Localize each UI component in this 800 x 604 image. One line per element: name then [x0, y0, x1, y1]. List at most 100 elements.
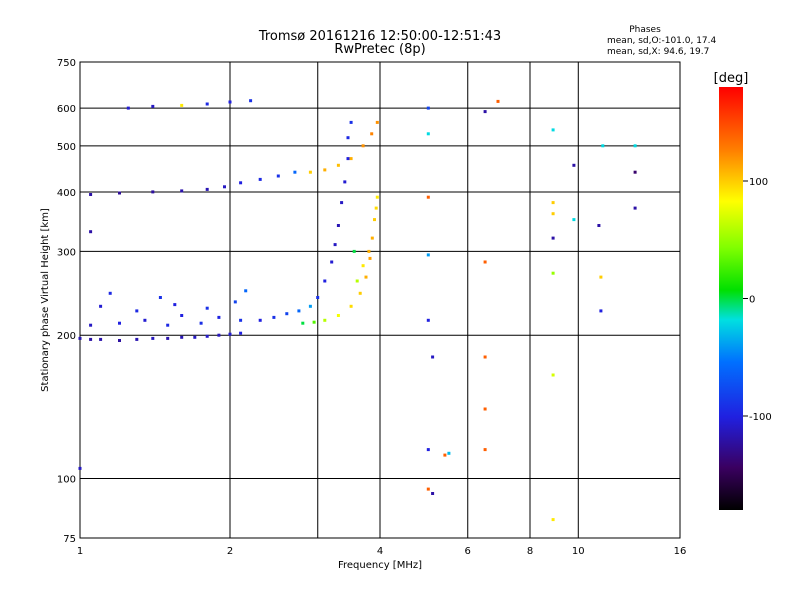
data-point: [364, 275, 368, 279]
data-point: [99, 337, 103, 341]
data-point: [118, 191, 121, 195]
data-point: [205, 102, 209, 106]
data-point: [78, 336, 82, 340]
data-point: [118, 321, 121, 325]
data-point: [173, 303, 177, 307]
chart-subtitle: RwPretec (8p): [334, 42, 425, 57]
y-tick-label: 500: [57, 142, 76, 153]
y-axis-label: Stationary phase Virtual Height [km]: [40, 208, 51, 392]
data-point: [370, 132, 374, 136]
data-point: [151, 336, 155, 340]
y-tick-label: 600: [57, 104, 76, 115]
data-point: [316, 296, 320, 299]
data-point: [89, 337, 93, 341]
data-point: [89, 230, 93, 234]
y-tick-label: 300: [57, 247, 76, 258]
data-point: [426, 253, 430, 257]
chart-title: Tromsø 20161216 12:50:00-12:51:43: [258, 29, 501, 44]
data-point: [572, 163, 576, 167]
data-point: [239, 331, 243, 335]
data-point: [293, 170, 297, 174]
data-point: [233, 300, 237, 304]
data-point: [375, 120, 379, 124]
data-point: [223, 185, 226, 189]
phase-stats-x: mean, sd,X: 94.6, 19.7: [607, 47, 709, 57]
x-tick-label: 1: [77, 546, 83, 557]
data-point: [340, 201, 344, 205]
data-point: [217, 333, 221, 337]
data-point: [483, 110, 487, 114]
data-point: [193, 335, 197, 339]
data-points: [78, 99, 637, 522]
colorbar-ticks: 100 0 -100: [743, 177, 772, 423]
data-point: [180, 314, 184, 317]
colorbar-tick-label: 0: [749, 295, 755, 306]
data-point: [431, 355, 435, 359]
data-point: [244, 289, 248, 293]
data-point: [217, 315, 221, 319]
data-point: [336, 224, 340, 227]
y-tick-label: 750: [57, 58, 76, 69]
data-point: [599, 309, 603, 313]
x-tick-label: 6: [465, 546, 471, 557]
y-tick-label: 200: [57, 331, 76, 342]
data-point: [358, 291, 362, 295]
x-tick-label: 8: [527, 546, 533, 557]
data-point: [551, 518, 555, 522]
data-point: [633, 206, 637, 210]
data-point: [447, 451, 451, 455]
data-point: [143, 318, 147, 322]
data-point: [118, 339, 121, 342]
data-point: [323, 318, 327, 322]
data-point: [249, 99, 253, 103]
x-axis-ticks: 1 2 4 6 8 10 16: [77, 546, 687, 557]
data-point: [180, 335, 184, 339]
data-point: [551, 373, 555, 377]
x-tick-label: 10: [572, 546, 585, 557]
data-point: [355, 279, 359, 283]
y-axis-ticks: 75 100 200 300 400 500 600 750: [57, 58, 76, 545]
data-point: [312, 320, 316, 324]
data-point: [346, 136, 350, 140]
data-point: [135, 309, 139, 313]
data-point: [426, 487, 430, 491]
colorbar: [719, 87, 743, 510]
data-point: [483, 355, 487, 359]
data-point: [330, 260, 334, 264]
data-point: [308, 170, 312, 174]
data-point: [551, 271, 555, 275]
data-point: [285, 312, 289, 316]
data-point: [323, 168, 327, 172]
data-point: [349, 304, 353, 308]
data-point: [323, 279, 327, 283]
data-point: [431, 492, 435, 495]
data-point: [199, 321, 203, 325]
data-point: [180, 189, 184, 193]
data-point: [158, 296, 162, 299]
data-point: [78, 466, 82, 470]
data-point: [135, 337, 139, 341]
data-point: [239, 181, 243, 185]
data-point: [375, 195, 379, 199]
x-tick-label: 16: [674, 546, 687, 557]
data-point: [151, 104, 155, 108]
data-point: [483, 407, 487, 411]
phase-stats-title: Phases: [629, 25, 661, 35]
data-point: [258, 318, 262, 322]
data-point: [361, 144, 365, 148]
data-point: [374, 206, 378, 210]
data-point: [239, 318, 243, 322]
y-tick-label: 400: [57, 188, 76, 199]
data-point: [166, 323, 170, 327]
data-point: [633, 144, 637, 148]
data-point: [426, 132, 430, 136]
data-point: [496, 99, 500, 103]
data-point: [349, 120, 353, 124]
data-point: [483, 260, 487, 264]
data-point: [426, 318, 430, 322]
colorbar-tick-label: 100: [749, 177, 768, 188]
data-point: [426, 195, 430, 199]
data-point: [301, 321, 305, 325]
